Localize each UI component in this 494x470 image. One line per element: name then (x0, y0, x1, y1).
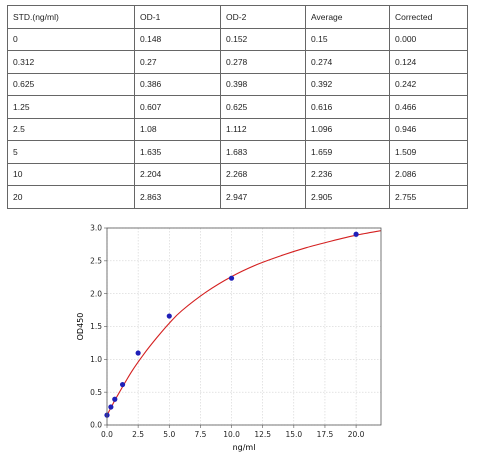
y-tick-label: 0.0 (90, 421, 102, 430)
table-cell: 1.08 (134, 117, 221, 141)
x-tick-label: 10.0 (223, 430, 240, 439)
table-cell: 1.659 (305, 140, 390, 164)
plot-frame (106, 227, 382, 426)
data-point (112, 396, 118, 402)
table-cell: 0.15 (305, 27, 390, 51)
table-cell: 0.386 (134, 72, 221, 96)
x-tick-label: 20.0 (348, 430, 365, 439)
table-cell: 0.466 (389, 95, 468, 119)
x-tick-label: 17.5 (317, 430, 334, 439)
table-cell: 0.946 (389, 117, 468, 141)
table-cell: 2.268 (220, 162, 306, 186)
table-header-row: STD.(ng/ml) OD-1 OD-2 Average Corrected (7, 5, 468, 29)
table-cell: 1.683 (220, 140, 306, 164)
table-cell: 2.947 (220, 185, 306, 209)
y-tick-label: 1.5 (90, 322, 102, 331)
table-row: 10 2.204 2.268 2.236 2.086 (7, 162, 468, 186)
table-cell: 0.625 (7, 72, 135, 96)
column-header: Corrected (389, 5, 468, 29)
data-point (108, 404, 114, 410)
y-tick-label: 2.5 (90, 256, 102, 265)
data-point (353, 231, 359, 237)
column-header: STD.(ng/ml) (7, 5, 135, 29)
column-header: OD-2 (220, 5, 306, 29)
table-cell: 0.392 (305, 72, 390, 96)
grid-lines (106, 227, 381, 426)
table-row: 1.25 0.607 0.625 0.616 0.466 (7, 95, 468, 119)
table-cell: 1.112 (220, 117, 306, 141)
x-axis-label: ng/ml (233, 443, 256, 452)
table-cell: 1.509 (389, 140, 468, 164)
standard-curve-table: STD.(ng/ml) OD-1 OD-2 Average Corrected 0 0.1… (7, 5, 468, 209)
table-cell: 20 (7, 185, 135, 209)
table-cell: 0.27 (134, 50, 221, 74)
data-point (119, 381, 126, 388)
table-cell: 0.124 (389, 50, 468, 74)
column-header: Average (305, 5, 390, 29)
table-row: 0.312 0.27 0.278 0.274 0.124 (7, 50, 468, 74)
data-points (104, 231, 359, 418)
table-cell: 2.236 (305, 162, 390, 186)
x-tick-label: 2.5 (132, 430, 144, 439)
table-cell: 0.607 (134, 95, 221, 119)
table-cell: 0.616 (305, 95, 390, 119)
y-tick-label: 0.5 (90, 388, 102, 397)
table-cell: 0.274 (305, 50, 390, 74)
table-row: 20 2.863 2.947 2.905 2.755 (7, 185, 468, 209)
table-row: 0.625 0.386 0.398 0.392 0.242 (7, 72, 468, 96)
table-cell: 5 (7, 140, 135, 164)
x-tick-label: 12.5 (254, 430, 271, 439)
table-cell: 2.204 (134, 162, 221, 186)
table-cell: 1.25 (7, 95, 135, 119)
x-tick-label: 0.0 (101, 430, 113, 439)
table-cell: 0.242 (389, 72, 468, 96)
table-row: 5 1.635 1.683 1.659 1.509 (7, 140, 468, 164)
y-tick-label: 3.0 (90, 224, 102, 233)
table-cell: 0.152 (220, 27, 306, 51)
x-tick-label: 15.0 (285, 430, 302, 439)
fit-curve-line (107, 230, 381, 416)
y-tick-label: 2.0 (90, 289, 102, 298)
standard-curve-chart: 0.0 2.5 5.0 7.5 10.0 12.5 15.0 17.5 20.0 0.0 0.5 1.… (76, 224, 382, 452)
table-cell: 2.5 (7, 117, 135, 141)
table-cell: 0.148 (134, 27, 221, 51)
y-tick-label: 1.0 (90, 355, 102, 364)
table-cell: 0.000 (389, 27, 468, 51)
x-tick-label: 5.0 (163, 430, 175, 439)
table-cell: 2.905 (305, 185, 390, 209)
table-cell: 0.625 (220, 95, 306, 119)
table-cell: 0.398 (220, 72, 306, 96)
data-point (166, 313, 172, 319)
x-tick-label: 7.5 (194, 430, 206, 439)
tick-labels: 0.0 2.5 5.0 7.5 10.0 12.5 15.0 17.5 20.0 0.0 0.5 1.… (90, 224, 365, 439)
column-header: OD-1 (134, 5, 221, 29)
table-row: 0 0.148 0.152 0.15 0.000 (7, 27, 468, 51)
data-point (135, 350, 141, 356)
table-cell: 2.863 (134, 185, 221, 209)
table-cell: 2.086 (389, 162, 468, 186)
table-cell: 1.635 (134, 140, 221, 164)
data-point (228, 275, 235, 281)
table-cell: 1.096 (305, 117, 390, 141)
table-cell: 0.312 (7, 50, 135, 74)
table-cell: 0 (7, 27, 135, 51)
table-cell: 10 (7, 162, 135, 186)
table-cell: 2.755 (389, 185, 468, 209)
fit-curve-layer (107, 230, 381, 416)
table-cell: 0.278 (220, 50, 306, 74)
y-axis-label: OD450 (76, 313, 85, 341)
table-row: 2.5 1.08 1.112 1.096 0.946 (7, 117, 468, 141)
